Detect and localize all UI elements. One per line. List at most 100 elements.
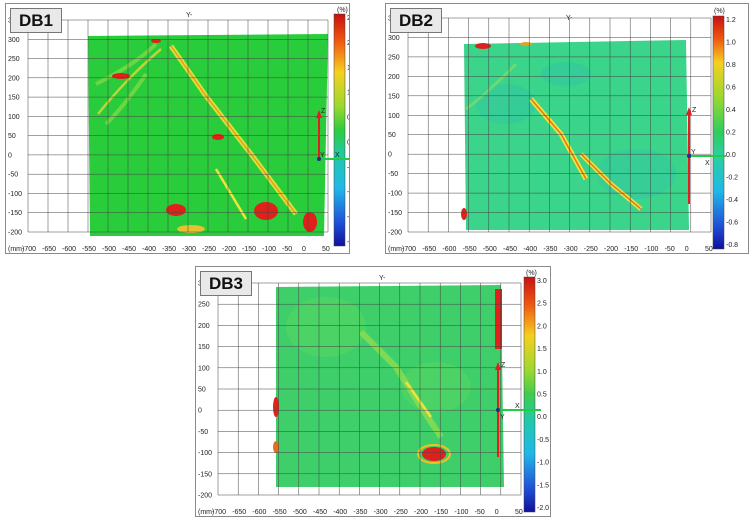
x-tick-label: -400 [523,246,537,253]
x-tick-label: -300 [182,246,196,253]
panel-db2-canvas: 350300250200150100500-50-100-150-200 -70… [388,8,738,253]
x-tick-label: 50 [322,246,330,253]
y-tick-label: -50 [388,171,398,178]
x-tick-label: -700 [212,509,226,516]
x-tick-label: -100 [262,246,276,253]
x-tick-label: -550 [463,246,477,253]
scale-tick-label: 0.0 [537,414,547,421]
y-tick-label: 0 [388,152,392,159]
x-tick-label: 50 [515,509,523,516]
x-tick-label: -550 [273,509,287,516]
db3-grid [217,282,522,496]
db3-axis-top: Y- [379,275,386,282]
db1-grid [27,19,329,233]
scale-tick-label: 0.4 [726,107,736,114]
y-tick-label: 150 [8,95,20,102]
y-tick-label: 50 [8,133,16,140]
y-tick-label: 100 [198,365,210,372]
x-tick-label: -300 [564,246,578,253]
db1-unit-pct: (%) [337,7,348,14]
x-tick-label: -600 [442,246,456,253]
scale-tick-label: -2.0 [347,239,350,246]
x-tick-label: -650 [232,509,246,516]
x-tick-label: -700 [22,246,36,253]
db1-axis-top: Y- [186,12,193,19]
scale-tick-label: 2.0 [347,40,350,47]
y-tick-label: 0 [198,408,202,415]
y-tick-label: -150 [198,471,212,478]
scale-tick-label: -1.5 [347,214,350,221]
x-tick-label: -600 [62,246,76,253]
db2-axis-y: Y [691,149,696,156]
x-tick-label: -350 [353,509,367,516]
y-tick-label: 150 [198,344,210,351]
scale-tick-label: 1.0 [537,369,547,376]
db1-color-scale [333,13,346,247]
db2-strain-field [461,40,689,230]
x-tick-label: 0 [302,246,306,253]
y-tick-label: -100 [8,191,22,198]
scale-tick-label: 0.0 [347,139,350,146]
db2-axis-top: Y- [566,15,573,22]
y-tick-label: -100 [388,191,402,198]
db2-title: DB2 [390,8,443,33]
scale-tick-label: 0.2 [726,130,736,137]
x-tick-label: -500 [293,509,307,516]
scale-tick-label: -0.5 [537,437,549,444]
x-tick-label: -450 [313,509,327,516]
db2-color-scale [712,15,725,250]
db1-origin [317,157,321,161]
x-tick-label: -700 [402,246,416,253]
x-tick-label: -200 [222,246,236,253]
db3-unit-mm: (mm) [198,509,214,516]
db3-hotspot [422,447,446,461]
x-tick-label: -150 [434,509,448,516]
scale-tick-label: 1.0 [347,90,350,97]
db3-x-ticks: -700 -650 -600 -550 -500 -450 -400 -350 -300 -250… [212,509,523,516]
db3-unit-pct: (%) [526,270,537,277]
scale-tick-label: -0.8 [726,242,738,249]
x-tick-label: -200 [414,509,428,516]
panel-db1-canvas: 350300250200150100500-50-100-150-200 -70… [8,7,350,253]
db3-strain-field [273,285,504,487]
y-tick-label: -150 [8,210,22,217]
db3-title: DB3 [200,271,253,296]
y-tick-label: -200 [8,230,22,237]
db2-origin [687,154,691,158]
db2-x-ticks: -700 -650 -600 -550 -500 -450 -400 -350 -300 -250… [402,246,713,253]
x-tick-label: -400 [142,246,156,253]
x-tick-label: -500 [102,246,116,253]
x-tick-label: -300 [374,509,388,516]
db2-y-ticks: 350300250200150100500-50-100-150-200 [388,16,402,237]
y-tick-label: -200 [198,493,212,500]
db1-scale-ticks: 2.5 2.0 1.5 1.0 0.5 0.0 -0.5 -1.0 -1.5 -2.0 [347,15,350,246]
panel-db1: 350300250200150100500-50-100-150-200 -70… [5,3,350,254]
db1-x-ticks: -700 -650 -600 -550 -500 -450 -400 -350 -300 -250… [22,246,330,253]
x-tick-label: -50 [665,246,675,253]
x-tick-label: -200 [604,246,618,253]
x-tick-label: -600 [252,509,266,516]
scale-tick-label: -0.5 [347,164,350,171]
y-tick-label: 50 [388,132,396,139]
scale-tick-label: 2.5 [347,15,350,22]
x-tick-label: -150 [242,246,256,253]
db2-axis-z: Z [692,107,697,114]
y-tick-label: 300 [388,35,400,42]
scale-tick-label: 1.5 [347,65,350,72]
scale-tick-label: 0.8 [726,62,736,69]
scale-tick-label: 0.5 [537,392,547,399]
scale-tick-label: 1.5 [537,346,547,353]
x-tick-label: -250 [394,509,408,516]
db2-grid [407,17,712,233]
db3-scale-ticks: 3.0 2.5 2.0 1.5 1.0 0.5 0.0 -0.5 -1.0 -1.5 -2.0 [537,278,549,512]
db2-unit-mm: (mm) [388,246,404,253]
y-tick-label: 200 [8,75,20,82]
db2-z-arrow [686,107,692,115]
db1-axis-y: Y [320,152,325,159]
y-tick-label: 250 [8,56,20,63]
scale-tick-label: 1.0 [726,40,736,47]
db3-axis-y: Y [500,414,505,421]
scale-tick-label: 1.2 [726,17,736,24]
x-tick-label: 0 [685,246,689,253]
x-tick-label: -400 [333,509,347,516]
